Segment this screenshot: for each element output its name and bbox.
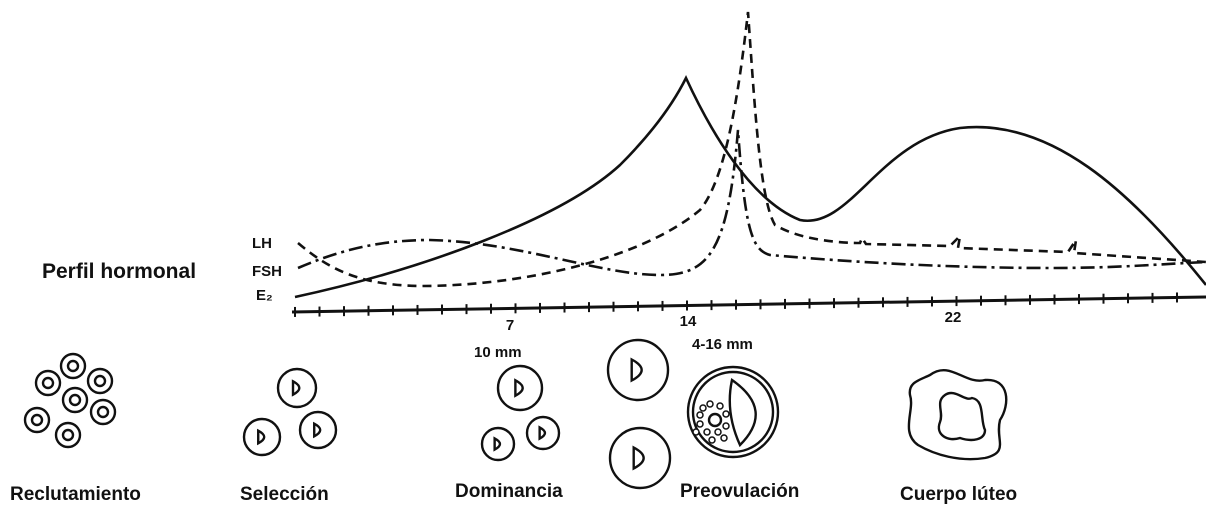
fsh-label: FSH: [252, 263, 282, 280]
follicle: [34, 369, 62, 397]
day-label: 14: [680, 313, 697, 330]
axis-ticks: [294, 292, 1178, 317]
stage-label: Reclutamiento: [10, 484, 141, 505]
profile-label: Perfil hormonal: [42, 260, 196, 283]
follicle: [54, 421, 82, 449]
stage-label: Selección: [240, 484, 329, 505]
stage-label: Preovulación: [680, 481, 799, 502]
oocyte: [66, 359, 80, 373]
granulosa: [696, 411, 704, 419]
oocyte: [61, 428, 75, 442]
oocyte: [93, 374, 107, 388]
corpus-luteum-inner: [937, 391, 987, 442]
antrum: [632, 445, 645, 471]
follicle: [242, 417, 282, 457]
granulosa: [722, 410, 730, 418]
oocyte: [41, 376, 55, 390]
follicle: [480, 426, 516, 462]
granulosa: [714, 428, 722, 436]
granulosa: [706, 400, 714, 408]
granulosa: [708, 436, 716, 444]
granulosa: [716, 402, 724, 410]
antrum: [493, 436, 502, 452]
follicle: [298, 410, 338, 450]
follicle: [276, 367, 318, 409]
granulosa: [703, 428, 711, 436]
oocyte: [707, 412, 723, 428]
granulosa: [720, 434, 728, 442]
granulosa: [696, 420, 704, 428]
antrum: [538, 425, 547, 441]
follicles: [23, 338, 780, 490]
follicle: [686, 365, 780, 459]
follicle: [608, 426, 672, 490]
day-label: 22: [945, 309, 962, 326]
size-label: 10 mm: [474, 344, 522, 361]
antrum: [313, 421, 322, 439]
day-axis: [291, 295, 1206, 314]
follicle-inner: [691, 370, 775, 454]
stage-label: Cuerpo lúteo: [900, 484, 1017, 505]
follicle: [606, 338, 670, 402]
follicle: [61, 386, 89, 414]
e2-curve: [294, 75, 1206, 299]
lh-label: LH: [252, 235, 272, 252]
follicle: [86, 367, 114, 395]
antrum: [630, 357, 643, 383]
oocyte: [30, 413, 44, 427]
antrum: [257, 428, 266, 446]
granulosa: [722, 422, 730, 430]
follicle: [59, 352, 87, 380]
follicle: [525, 415, 561, 451]
oocyte: [96, 405, 110, 419]
antrum: [514, 378, 524, 398]
e2-label: E₂: [256, 287, 273, 304]
oocyte: [68, 393, 82, 407]
antrum: [291, 379, 301, 397]
follicle: [23, 406, 51, 434]
granulosa: [699, 404, 707, 412]
corpus-luteum: [907, 368, 1008, 461]
antrum: [728, 377, 757, 448]
size-label: 4-16 mm: [692, 336, 753, 353]
follicle: [496, 364, 544, 412]
stage-label: Dominancia: [455, 481, 563, 502]
granulosa: [692, 428, 700, 436]
follicle: [89, 398, 117, 426]
fsh-curve: [297, 129, 1206, 277]
lh-curve: [297, 11, 1206, 288]
day-label: 7: [506, 317, 514, 334]
